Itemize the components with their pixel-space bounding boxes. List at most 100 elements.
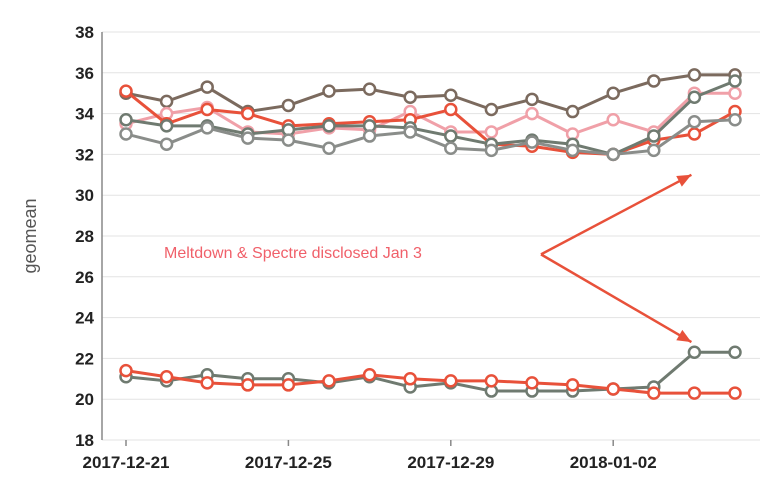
data-point — [322, 119, 336, 133]
data-point — [159, 370, 174, 384]
data-point — [687, 345, 702, 360]
data-point — [444, 374, 458, 388]
annotation-arrow — [540, 173, 692, 256]
data-point — [281, 133, 296, 147]
data-point — [647, 143, 661, 158]
data-point — [119, 363, 133, 378]
data-point — [728, 74, 742, 88]
data-point — [728, 86, 742, 100]
data-point — [687, 127, 702, 141]
data-point — [606, 147, 620, 162]
data-point — [647, 74, 661, 88]
x-tick-label: 2017-12-29 — [407, 453, 494, 472]
data-point — [687, 115, 702, 129]
annotation-arrow — [540, 253, 693, 344]
x-tick-labels: 2017-12-21 2017-12-25 2017-12-29 2018-01-02 — [83, 440, 657, 472]
series-line — [125, 79, 736, 156]
data-point — [322, 84, 336, 98]
data-point — [606, 86, 620, 100]
x-tick-label: 2017-12-25 — [245, 453, 332, 472]
data-point — [606, 382, 620, 396]
series-line — [125, 73, 735, 114]
y-tick-label: 36 — [75, 64, 94, 83]
data-point — [444, 102, 458, 117]
series-line — [125, 369, 735, 395]
annotation-arrowhead — [676, 174, 692, 187]
data-point — [241, 106, 255, 121]
annotation: Meltdown & Spectre disclosed Jan 3 — [164, 173, 693, 344]
data-point — [525, 376, 539, 390]
y-tick-label: 38 — [75, 23, 94, 42]
data-point — [281, 98, 296, 113]
data-point — [200, 121, 214, 135]
y-tick-label: 20 — [75, 390, 94, 409]
series-lines — [119, 68, 742, 400]
data-point — [728, 345, 742, 360]
data-point — [565, 104, 580, 119]
data-point — [241, 131, 255, 145]
data-point — [322, 141, 336, 156]
y-tick-label: 18 — [75, 431, 94, 450]
data-point — [119, 112, 133, 127]
data-point — [687, 386, 702, 400]
data-point — [484, 374, 499, 388]
data-point — [728, 112, 742, 127]
data-point — [484, 102, 499, 117]
data-point — [687, 90, 702, 105]
data-point — [362, 367, 377, 382]
data-point — [200, 102, 214, 117]
y-tick-label: 26 — [75, 268, 94, 287]
y-tick-label: 28 — [75, 227, 94, 246]
data-point — [687, 68, 702, 82]
data-point — [525, 92, 539, 107]
data-point — [281, 378, 296, 392]
series — [119, 112, 742, 162]
data-point — [159, 137, 174, 151]
data-point — [647, 386, 661, 400]
y-tick-label: 32 — [75, 145, 94, 164]
data-point — [444, 129, 458, 143]
data-point — [403, 125, 417, 139]
data-point — [119, 127, 133, 141]
data-point — [444, 141, 458, 156]
data-point — [606, 112, 620, 127]
data-point — [119, 84, 133, 98]
data-point — [525, 135, 539, 149]
y-tick-label: 30 — [75, 186, 94, 205]
annotation-arrowhead — [676, 329, 692, 343]
data-point — [200, 80, 214, 94]
data-point — [444, 88, 458, 102]
series — [119, 363, 742, 400]
data-point — [647, 129, 661, 143]
data-point — [159, 94, 174, 109]
data-point — [362, 129, 377, 143]
y-tick-label: 22 — [75, 349, 94, 368]
series-line — [125, 350, 735, 393]
y-tick-label: 34 — [75, 105, 94, 124]
y-tick-labels: 18 20 22 24 26 28 30 32 34 36 38 — [75, 23, 94, 450]
data-point — [159, 119, 174, 133]
data-point — [200, 376, 214, 390]
data-point — [565, 143, 580, 158]
annotation-text: Meltdown & Spectre disclosed Jan 3 — [164, 245, 422, 262]
data-point — [322, 374, 336, 388]
data-point — [241, 378, 255, 392]
data-point — [525, 106, 539, 121]
x-tick-label: 2017-12-21 — [83, 453, 170, 472]
series — [119, 345, 742, 398]
y-tick-label: 24 — [75, 309, 94, 328]
series-line — [125, 91, 735, 136]
data-point — [484, 143, 499, 158]
data-point — [728, 386, 742, 400]
y-axis-label: geomean — [20, 198, 40, 273]
x-tick-label: 2018-01-02 — [570, 453, 657, 472]
series-line — [125, 89, 736, 156]
data-point — [362, 82, 377, 96]
data-point — [565, 378, 580, 392]
series-line — [125, 118, 736, 156]
data-point — [484, 125, 499, 139]
data-point — [403, 372, 417, 386]
data-point — [403, 90, 417, 105]
